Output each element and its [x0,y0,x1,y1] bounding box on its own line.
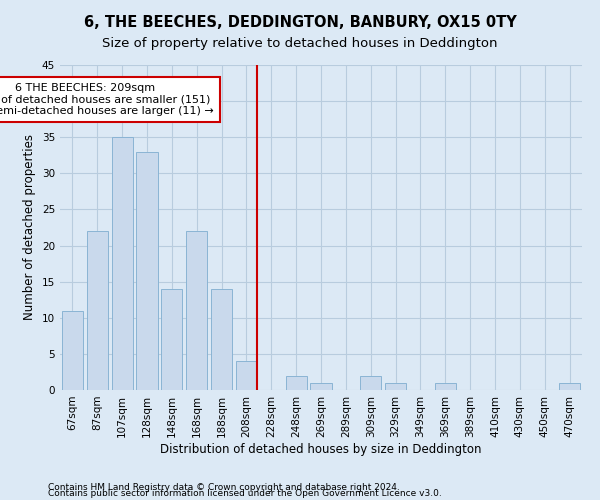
Text: 6, THE BEECHES, DEDDINGTON, BANBURY, OX15 0TY: 6, THE BEECHES, DEDDINGTON, BANBURY, OX1… [83,15,517,30]
Bar [236,361,257,390]
Text: Contains HM Land Registry data © Crown copyright and database right 2024.: Contains HM Land Registry data © Crown c… [48,483,400,492]
Bar [112,137,133,390]
Bar [136,152,158,390]
Bar [559,383,580,390]
X-axis label: Distribution of detached houses by size in Deddington: Distribution of detached houses by size … [160,442,482,456]
Bar [62,310,83,390]
Bar [87,231,108,390]
Text: 6 THE BEECHES: 209sqm
← 93% of detached houses are smaller (151)
7% of semi-deta: 6 THE BEECHES: 209sqm ← 93% of detached … [0,83,214,116]
Bar [286,376,307,390]
Bar [385,383,406,390]
Text: Contains public sector information licensed under the Open Government Licence v3: Contains public sector information licen… [48,489,442,498]
Bar [186,231,207,390]
Bar [211,289,232,390]
Bar [161,289,182,390]
Y-axis label: Number of detached properties: Number of detached properties [23,134,37,320]
Bar [435,383,456,390]
Bar [360,376,381,390]
Bar [310,383,332,390]
Text: Size of property relative to detached houses in Deddington: Size of property relative to detached ho… [102,38,498,51]
